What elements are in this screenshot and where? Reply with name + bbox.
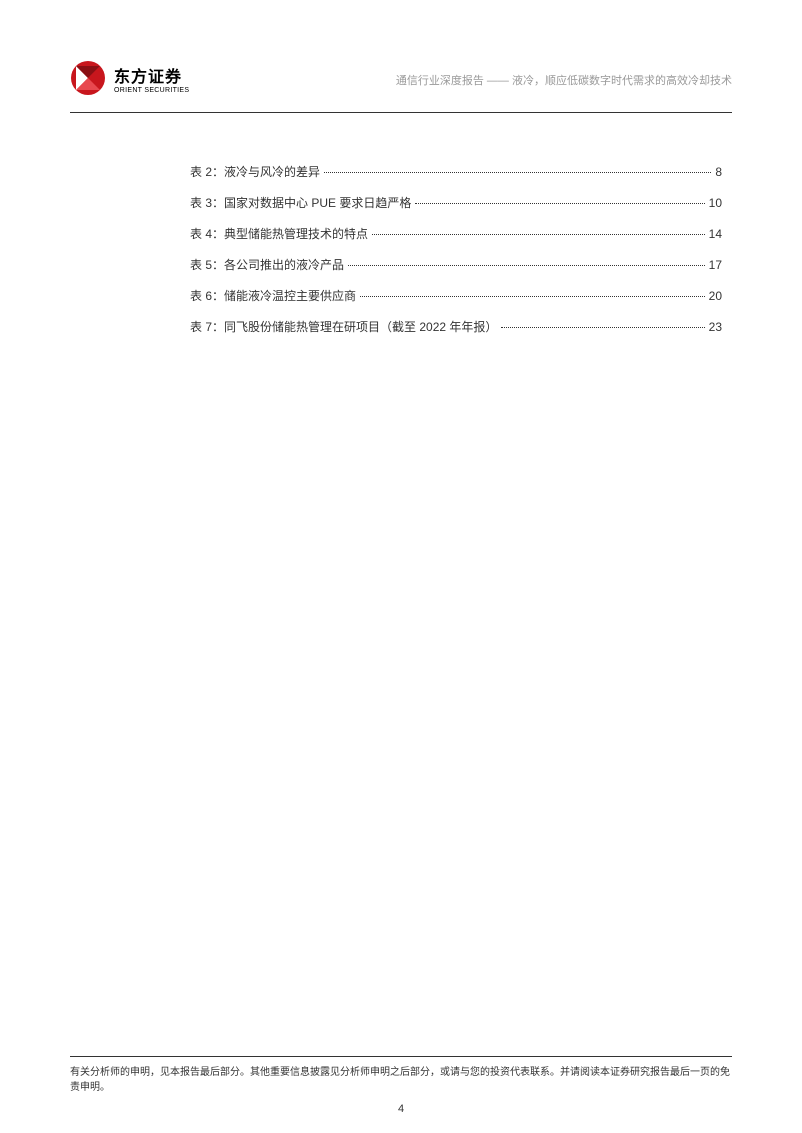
toc-label: 表 5：各公司推出的液冷产品 (190, 256, 344, 273)
toc-page: 14 (709, 227, 722, 241)
table-of-contents: 表 2：液冷与风冷的差异 8 表 3：国家对数据中心 PUE 要求日趋严格 10… (70, 163, 732, 335)
toc-dots (348, 265, 705, 266)
toc-item: 表 7：同飞股份储能热管理在研项目（截至 2022 年年报） 23 (190, 318, 722, 335)
toc-label: 表 2：液冷与风冷的差异 (190, 163, 320, 180)
footer-disclaimer: 有关分析师的申明，见本报告最后部分。其他重要信息披露见分析师申明之后部分，或请与… (70, 1063, 732, 1093)
logo-name-cn: 东方证券 (114, 63, 189, 87)
toc-dots (415, 203, 704, 204)
toc-page: 10 (709, 196, 722, 210)
orient-securities-logo-icon (70, 60, 106, 96)
logo-name-en: ORIENT SECURITIES (114, 87, 189, 94)
toc-page: 17 (709, 258, 722, 272)
toc-label: 表 4：典型储能热管理技术的特点 (190, 225, 368, 242)
toc-page: 8 (715, 165, 722, 179)
toc-label: 表 7：同飞股份储能热管理在研项目（截至 2022 年年报） (190, 318, 497, 335)
page-number: 4 (0, 1103, 802, 1115)
header: 东方证券 ORIENT SECURITIES 通信行业深度报告 —— 液冷，顺应… (70, 60, 732, 96)
toc-dots (324, 172, 711, 173)
toc-item: 表 2：液冷与风冷的差异 8 (190, 163, 722, 180)
toc-dots (501, 327, 704, 328)
logo: 东方证券 ORIENT SECURITIES (70, 60, 189, 96)
toc-item: 表 5：各公司推出的液冷产品 17 (190, 256, 722, 273)
toc-dots (372, 234, 705, 235)
toc-page: 20 (709, 289, 722, 303)
toc-label: 表 6：储能液冷温控主要供应商 (190, 287, 356, 304)
toc-label: 表 3：国家对数据中心 PUE 要求日趋严格 (190, 194, 411, 211)
toc-item: 表 3：国家对数据中心 PUE 要求日趋严格 10 (190, 194, 722, 211)
page-container: 东方证券 ORIENT SECURITIES 通信行业深度报告 —— 液冷，顺应… (0, 0, 802, 1133)
footer-divider (70, 1056, 732, 1057)
header-divider (70, 112, 732, 113)
footer: 有关分析师的申明，见本报告最后部分。其他重要信息披露见分析师申明之后部分，或请与… (70, 1056, 732, 1093)
toc-page: 23 (709, 320, 722, 334)
header-subtitle: 通信行业深度报告 —— 液冷，顺应低碳数字时代需求的高效冷却技术 (396, 72, 732, 88)
toc-dots (360, 296, 705, 297)
logo-text: 东方证券 ORIENT SECURITIES (114, 63, 189, 94)
toc-item: 表 4：典型储能热管理技术的特点 14 (190, 225, 722, 242)
toc-item: 表 6：储能液冷温控主要供应商 20 (190, 287, 722, 304)
